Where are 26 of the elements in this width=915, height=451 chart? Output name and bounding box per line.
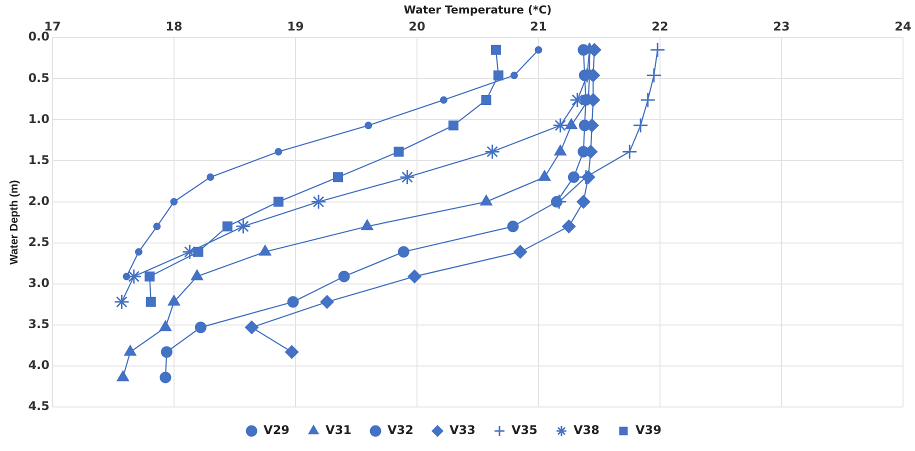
x-tick-label: 24 (894, 20, 912, 34)
y-tick-label: 2.0 (28, 194, 50, 208)
x-tick-label: 21 (530, 20, 547, 34)
y-tick-label: 0.5 (28, 70, 50, 85)
y-tick-label: 1.0 (28, 112, 50, 126)
legend-label: V29 (264, 423, 290, 438)
y-tick-label: 1.5 (28, 152, 50, 167)
legend-label: V38 (573, 423, 600, 438)
x-tick-label: 18 (166, 20, 182, 34)
legend-label: V32 (388, 423, 414, 438)
y-tick-label: 3.0 (28, 276, 50, 290)
legend-label: V33 (450, 423, 476, 438)
x-tick-label: 23 (773, 20, 790, 34)
x-tick-label: 20 (408, 20, 426, 34)
legend-label: V31 (326, 423, 352, 438)
y-tick-label: 0.0 (28, 30, 50, 44)
y-tick-label: 3.5 (28, 317, 50, 332)
legend-label: V35 (511, 423, 538, 438)
x-tick-label: 22 (652, 20, 668, 34)
legend-label: V39 (635, 423, 662, 438)
y-tick-label: 2.5 (28, 234, 50, 249)
y-axis-title: Water Depth (m) (8, 180, 21, 265)
y-tick-label: 4.0 (28, 358, 50, 372)
x-tick-label: 19 (287, 20, 304, 34)
y-tick-label: 4.5 (28, 399, 50, 414)
x-axis-title: Water Temperature (*C) (404, 3, 552, 16)
